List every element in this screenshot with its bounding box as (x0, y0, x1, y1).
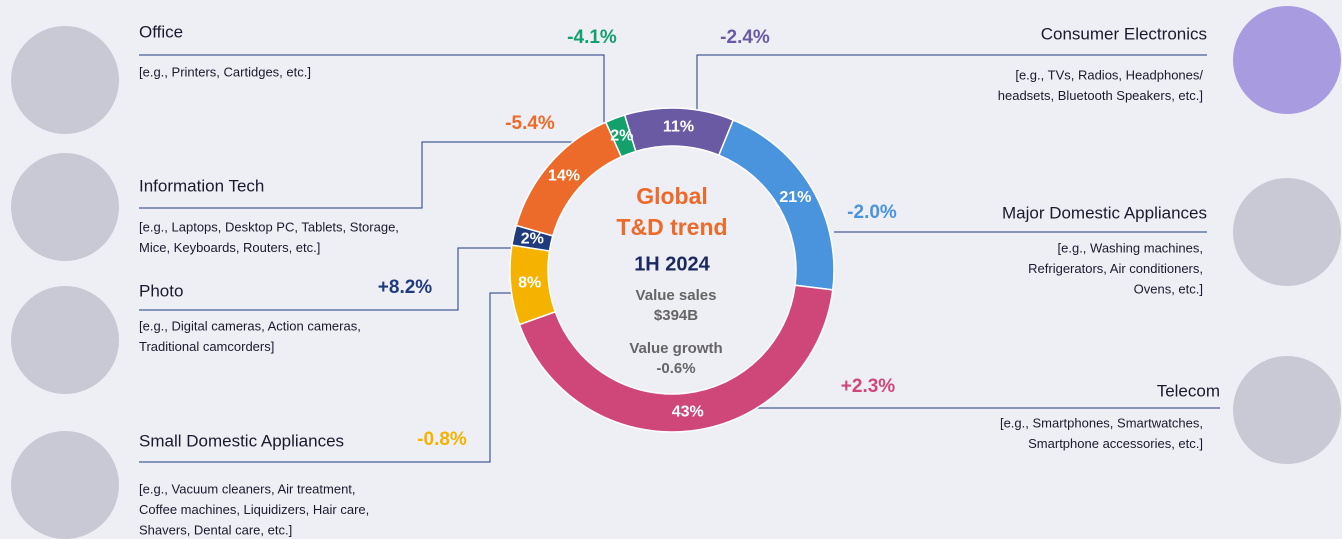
labels: 11% 21% 43% 8% 2% 14% 2% Consumer Electronics [e… (139, 22, 1220, 537)
growth-label: -2.0% (847, 202, 897, 223)
center-title: Global (636, 183, 708, 209)
leader-line (139, 247, 514, 311)
leader-line (139, 292, 514, 463)
category-description: Coffee machines, Liquidizers, Hair care, (139, 502, 369, 517)
office-photo (11, 26, 119, 134)
category-description: [e.g., Laptops, Desktop PC, Tablets, Sto… (139, 219, 399, 234)
segment-label: 2% (610, 127, 633, 144)
category-description: Shavers, Dental care, etc.] (139, 522, 292, 537)
segment-label: 14% (548, 168, 580, 185)
category-name: Photo (139, 281, 183, 300)
photos (11, 6, 1341, 539)
category-name: Office (139, 22, 183, 41)
segment-label: 8% (518, 275, 541, 292)
category-description: Mice, Keyboards, Routers, etc.] (139, 240, 320, 255)
center-text: Global T&D trend 1H 2024 Value sales $39… (616, 183, 727, 377)
donut-segment (518, 284, 834, 433)
leader-line (139, 54, 605, 126)
donut (509, 107, 835, 433)
mda-photo (1233, 178, 1341, 286)
growth-label: -4.1% (567, 27, 617, 48)
category-description: Ovens, etc.] (1134, 281, 1203, 296)
segment-label: 21% (779, 189, 811, 206)
sda-photo (11, 431, 119, 539)
segment-label: 43% (672, 403, 704, 420)
it-photo (11, 153, 119, 261)
category-description: Refrigerators, Air conditioners, (1028, 261, 1203, 276)
leader-line (139, 141, 590, 209)
sales-value: $394B (654, 307, 698, 324)
category-description: [e.g., TVs, Radios, Headphones/ (1015, 67, 1203, 82)
category-name: Telecom (1157, 381, 1220, 400)
category-name: Consumer Electronics (1041, 24, 1207, 43)
sales-label: Value sales (636, 287, 717, 304)
category-description: [e.g., Printers, Cartidges, etc.] (139, 64, 311, 79)
category-description: headsets, Bluetooth Speakers, etc.] (998, 88, 1203, 103)
donut-segment (717, 119, 835, 291)
category-name: Small Domestic Appliances (139, 431, 344, 450)
growth-value: -0.6% (656, 360, 695, 377)
leader-line (696, 54, 1207, 120)
category-description: [e.g., Smartphones, Smartwatches, (1000, 415, 1203, 430)
growth-label: -2.4% (720, 27, 770, 48)
growth-label: +8.2% (378, 277, 433, 298)
center-title: T&D trend (616, 214, 727, 240)
growth-label: Value growth (629, 340, 722, 357)
category-description: [e.g., Washing machines, (1058, 240, 1203, 255)
growth-label: -5.4% (505, 113, 555, 134)
growth-label: +2.3% (841, 376, 896, 397)
category-description: [e.g., Digital cameras, Action cameras, (139, 318, 361, 333)
growth-label: -0.8% (417, 429, 467, 450)
category-description: Traditional camcorders] (139, 339, 274, 354)
leader-lines (139, 54, 1220, 463)
telecom-photo (1233, 356, 1341, 464)
category-name: Major Domestic Appliances (1002, 203, 1207, 222)
photo-photo (11, 286, 119, 394)
segment-label: 11% (663, 118, 694, 135)
category-description: Smartphone accessories, etc.] (1028, 436, 1203, 451)
segment-label: 2% (521, 230, 544, 247)
category-description: [e.g., Vacuum cleaners, Air treatment, (139, 481, 356, 496)
ce-photo (1233, 6, 1341, 114)
category-name: Information Tech (139, 176, 264, 195)
donut-segment (604, 114, 637, 158)
center-period: 1H 2024 (634, 253, 710, 275)
